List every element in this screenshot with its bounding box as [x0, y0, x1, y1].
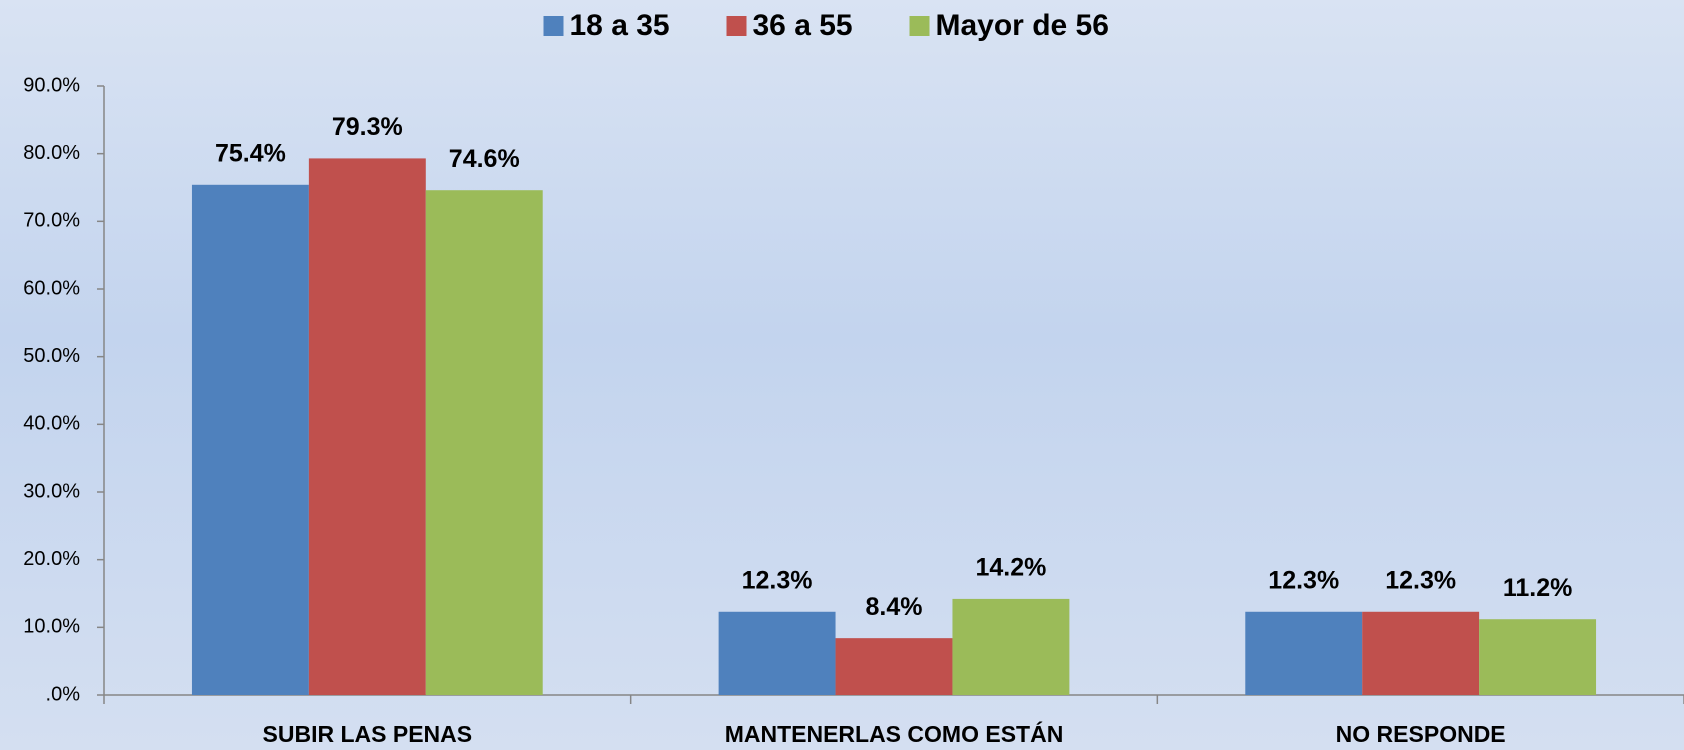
- y-tick-label: 90.0%: [23, 74, 80, 96]
- x-tick-label: NO RESPONDE: [1336, 721, 1506, 747]
- legend-swatch: [909, 16, 930, 36]
- y-tick-label: 80.0%: [23, 142, 80, 164]
- y-tick-label: 10.0%: [23, 616, 80, 638]
- bar: [952, 598, 1070, 695]
- bar: [1362, 611, 1480, 695]
- x-tick-label: MANTENERLAS COMO ESTÁN: [725, 720, 1064, 747]
- data-label: 14.2%: [975, 554, 1046, 582]
- y-tick-label: 70.0%: [23, 210, 80, 232]
- data-label: 12.3%: [742, 566, 813, 594]
- y-tick-label: .0%: [46, 683, 81, 705]
- bar: [308, 158, 426, 696]
- y-tick-label: 20.0%: [23, 548, 80, 570]
- legend-label: Mayor de 56: [936, 9, 1109, 42]
- data-label: 11.2%: [1503, 574, 1573, 602]
- data-label: 12.3%: [1268, 566, 1339, 594]
- y-tick-label: 60.0%: [23, 277, 80, 299]
- data-label: 74.6%: [449, 145, 520, 173]
- legend-swatch: [543, 16, 564, 36]
- y-tick-label: 40.0%: [23, 413, 80, 435]
- y-tick-label: 30.0%: [23, 480, 80, 502]
- data-label: 12.3%: [1385, 566, 1456, 594]
- legend-label: 36 a 55: [753, 9, 853, 42]
- y-tick-label: 50.0%: [23, 345, 80, 367]
- bar: [718, 611, 836, 695]
- bar: [425, 190, 543, 695]
- bar: [835, 638, 953, 695]
- legend-swatch: [726, 16, 747, 36]
- x-tick-label: SUBIR LAS PENAS: [263, 721, 473, 747]
- bar: [1245, 611, 1363, 695]
- legend-label: 18 a 35: [570, 9, 670, 42]
- data-label: 8.4%: [866, 593, 923, 621]
- bar: [191, 184, 309, 695]
- data-label: 75.4%: [215, 139, 286, 167]
- data-label: 79.3%: [332, 113, 403, 141]
- bar: [1479, 619, 1597, 695]
